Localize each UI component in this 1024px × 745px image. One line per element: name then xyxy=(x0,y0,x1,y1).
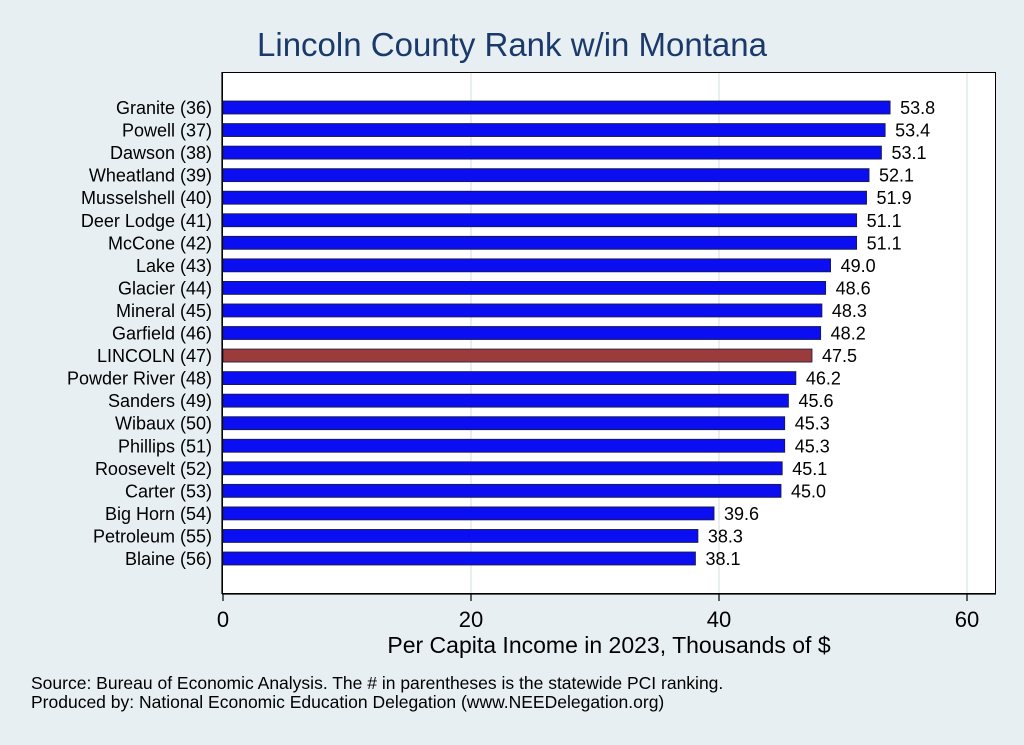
category-label: Glacier (44) xyxy=(118,278,212,298)
category-label: Musselshell (40) xyxy=(81,188,212,208)
category-label: Powell (37) xyxy=(122,121,212,141)
value-label: 45.1 xyxy=(792,459,827,479)
bar xyxy=(222,258,831,273)
value-label: 53.8 xyxy=(900,98,935,118)
category-label: Petroleum (55) xyxy=(93,526,212,546)
value-label: 45.3 xyxy=(795,414,830,434)
bar xyxy=(222,483,782,498)
value-label: 51.1 xyxy=(867,211,902,231)
value-label: 47.5 xyxy=(822,346,857,366)
category-label: Lake (43) xyxy=(136,256,212,276)
value-label: 53.4 xyxy=(895,121,930,141)
produced-by-note: Produced by: National Economic Education… xyxy=(31,692,665,712)
bar xyxy=(222,326,822,340)
category-label: Dawson (38) xyxy=(110,143,212,163)
category-label: Sanders (49) xyxy=(108,391,212,411)
category-label: Deer Lodge (41) xyxy=(81,211,212,231)
bar xyxy=(222,213,858,228)
value-label: 45.0 xyxy=(791,481,826,501)
value-label: 53.1 xyxy=(891,143,926,163)
value-label: 52.1 xyxy=(879,166,914,186)
bar xyxy=(222,303,823,318)
bar xyxy=(222,280,827,295)
bar xyxy=(222,168,870,183)
category-label: LINCOLN (47) xyxy=(97,346,212,366)
value-label: 48.2 xyxy=(831,324,866,344)
bar xyxy=(222,190,867,205)
value-label: 45.3 xyxy=(795,436,830,456)
bar-highlight xyxy=(222,348,813,363)
category-label: Roosevelt (52) xyxy=(95,459,212,479)
value-label: 45.6 xyxy=(798,391,833,411)
bar xyxy=(222,235,858,250)
value-label: 38.1 xyxy=(705,549,740,569)
bar xyxy=(222,506,715,521)
bar xyxy=(222,371,797,386)
x-tick-label: 60 xyxy=(955,607,979,632)
bar xyxy=(222,145,882,160)
chart-title: Lincoln County Rank w/in Montana xyxy=(257,26,767,63)
category-label: Mineral (45) xyxy=(116,301,212,321)
bar xyxy=(222,393,789,408)
category-label: Wibaux (50) xyxy=(115,414,212,434)
category-label: Carter (53) xyxy=(125,481,212,501)
x-tick-label: 0 xyxy=(217,607,229,632)
bar xyxy=(222,416,786,431)
x-tick-label: 40 xyxy=(707,607,731,632)
category-label: Garfield (46) xyxy=(112,324,212,344)
category-label: Powder River (48) xyxy=(67,369,212,389)
value-label: 48.3 xyxy=(832,301,867,321)
category-label: Blaine (56) xyxy=(125,549,212,569)
bar xyxy=(222,529,699,543)
category-label: McCone (42) xyxy=(108,233,212,253)
category-label: Big Horn (54) xyxy=(105,504,212,524)
x-axis-label: Per Capita Income in 2023, Thousands of … xyxy=(387,632,831,658)
category-label: Granite (36) xyxy=(116,98,212,118)
category-label: Wheatland (39) xyxy=(89,166,212,186)
source-note: Source: Bureau of Economic Analysis. The… xyxy=(31,673,724,693)
bar xyxy=(222,461,783,476)
value-label: 51.1 xyxy=(867,233,902,253)
bar xyxy=(222,438,786,453)
value-label: 48.6 xyxy=(836,278,871,298)
x-tick-label: 20 xyxy=(459,607,483,632)
bar xyxy=(222,123,886,137)
value-label: 38.3 xyxy=(708,526,743,546)
bar xyxy=(222,551,696,566)
category-label: Phillips (51) xyxy=(118,436,212,456)
value-label: 39.6 xyxy=(724,504,759,524)
value-label: 51.9 xyxy=(877,188,912,208)
value-label: 46.2 xyxy=(806,369,841,389)
value-label: 49.0 xyxy=(841,256,876,276)
bar xyxy=(222,100,891,115)
